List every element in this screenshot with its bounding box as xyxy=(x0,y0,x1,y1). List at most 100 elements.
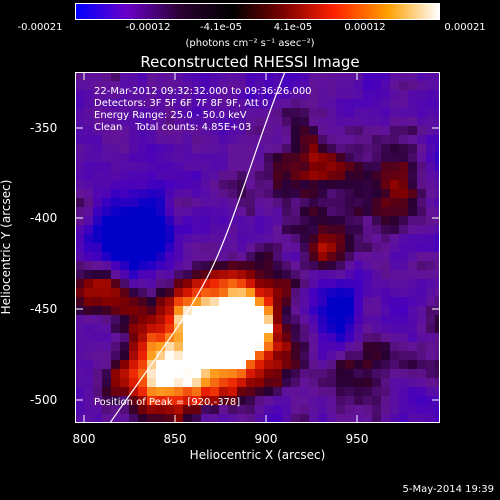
image-pixel xyxy=(255,369,264,378)
image-pixel xyxy=(111,72,120,81)
image-pixel xyxy=(192,387,201,396)
image-pixel xyxy=(165,198,174,207)
image-pixel xyxy=(201,135,210,144)
image-pixel xyxy=(372,324,381,333)
image-pixel xyxy=(84,108,93,117)
image-pixel xyxy=(264,198,273,207)
image-pixel xyxy=(129,252,138,261)
image-pixel xyxy=(255,243,264,252)
image-pixel xyxy=(102,144,111,153)
image-pixel xyxy=(372,99,381,108)
image-pixel xyxy=(309,396,318,405)
image-pixel xyxy=(345,342,354,351)
image-pixel xyxy=(291,324,300,333)
image-pixel xyxy=(192,243,201,252)
image-pixel xyxy=(147,90,156,99)
image-pixel xyxy=(327,90,336,99)
image-pixel xyxy=(381,216,390,225)
colorbar-units: (photons cm⁻² s⁻¹ asec⁻²) xyxy=(185,38,315,49)
image-pixel xyxy=(354,90,363,99)
colorbar-tick: -0.00021 xyxy=(17,22,63,33)
image-pixel xyxy=(93,162,102,171)
image-pixel xyxy=(327,180,336,189)
image-pixel xyxy=(93,234,102,243)
image-pixel xyxy=(291,360,300,369)
image-pixel xyxy=(426,207,435,216)
image-pixel xyxy=(345,162,354,171)
image-pixel xyxy=(417,243,426,252)
image-pixel xyxy=(381,99,390,108)
image-pixel xyxy=(192,252,201,261)
image-pixel xyxy=(372,351,381,360)
image-pixel xyxy=(246,153,255,162)
image-pixel xyxy=(174,414,183,423)
image-pixel xyxy=(138,351,147,360)
image-pixel xyxy=(327,72,336,81)
image-pixel xyxy=(111,117,120,126)
image-pixel xyxy=(264,144,273,153)
image-pixel xyxy=(255,180,264,189)
image-pixel xyxy=(318,234,327,243)
image-pixel xyxy=(300,261,309,270)
image-pixel xyxy=(381,351,390,360)
image-pixel xyxy=(354,225,363,234)
image-pixel xyxy=(165,144,174,153)
image-pixel xyxy=(147,135,156,144)
image-pixel xyxy=(282,162,291,171)
image-pixel xyxy=(426,108,435,117)
image-pixel xyxy=(183,117,192,126)
image-pixel xyxy=(84,315,93,324)
image-pixel xyxy=(84,189,93,198)
image-pixel xyxy=(93,288,102,297)
image-pixel xyxy=(408,171,417,180)
image-pixel xyxy=(417,414,426,423)
image-pixel xyxy=(309,387,318,396)
image-pixel xyxy=(201,324,210,333)
image-pixel xyxy=(129,324,138,333)
image-pixel xyxy=(165,405,174,414)
image-pixel xyxy=(291,315,300,324)
image-pixel xyxy=(336,90,345,99)
image-pixel xyxy=(138,306,147,315)
image-pixel xyxy=(264,243,273,252)
image-pixel xyxy=(354,414,363,423)
image-pixel xyxy=(183,126,192,135)
image-pixel xyxy=(408,414,417,423)
image-pixel xyxy=(399,189,408,198)
image-pixel xyxy=(291,252,300,261)
image-pixel xyxy=(201,207,210,216)
image-pixel xyxy=(390,207,399,216)
image-pixel xyxy=(210,243,219,252)
image-pixel xyxy=(345,171,354,180)
image-pixel xyxy=(192,360,201,369)
image-pixel xyxy=(282,387,291,396)
image-pixel xyxy=(300,162,309,171)
image-pixel xyxy=(291,288,300,297)
image-pixel xyxy=(192,171,201,180)
image-pixel xyxy=(408,360,417,369)
image-pixel xyxy=(417,351,426,360)
image-pixel xyxy=(417,270,426,279)
image-pixel xyxy=(129,216,138,225)
image-pixel xyxy=(165,72,174,81)
image-pixel xyxy=(354,144,363,153)
image-pixel xyxy=(300,288,309,297)
image-pixel xyxy=(201,270,210,279)
image-pixel xyxy=(408,369,417,378)
image-pixel xyxy=(282,342,291,351)
image-pixel xyxy=(291,90,300,99)
image-pixel xyxy=(174,81,183,90)
image-pixel xyxy=(264,306,273,315)
image-pixel xyxy=(228,414,237,423)
image-pixel xyxy=(354,396,363,405)
image-pixel xyxy=(354,324,363,333)
image-pixel xyxy=(273,117,282,126)
image-pixel xyxy=(273,378,282,387)
image-pixel xyxy=(210,297,219,306)
image-pixel xyxy=(120,396,129,405)
image-pixel xyxy=(291,261,300,270)
image-pixel xyxy=(363,207,372,216)
image-pixel xyxy=(210,342,219,351)
image-pixel xyxy=(426,234,435,243)
image-pixel xyxy=(165,351,174,360)
